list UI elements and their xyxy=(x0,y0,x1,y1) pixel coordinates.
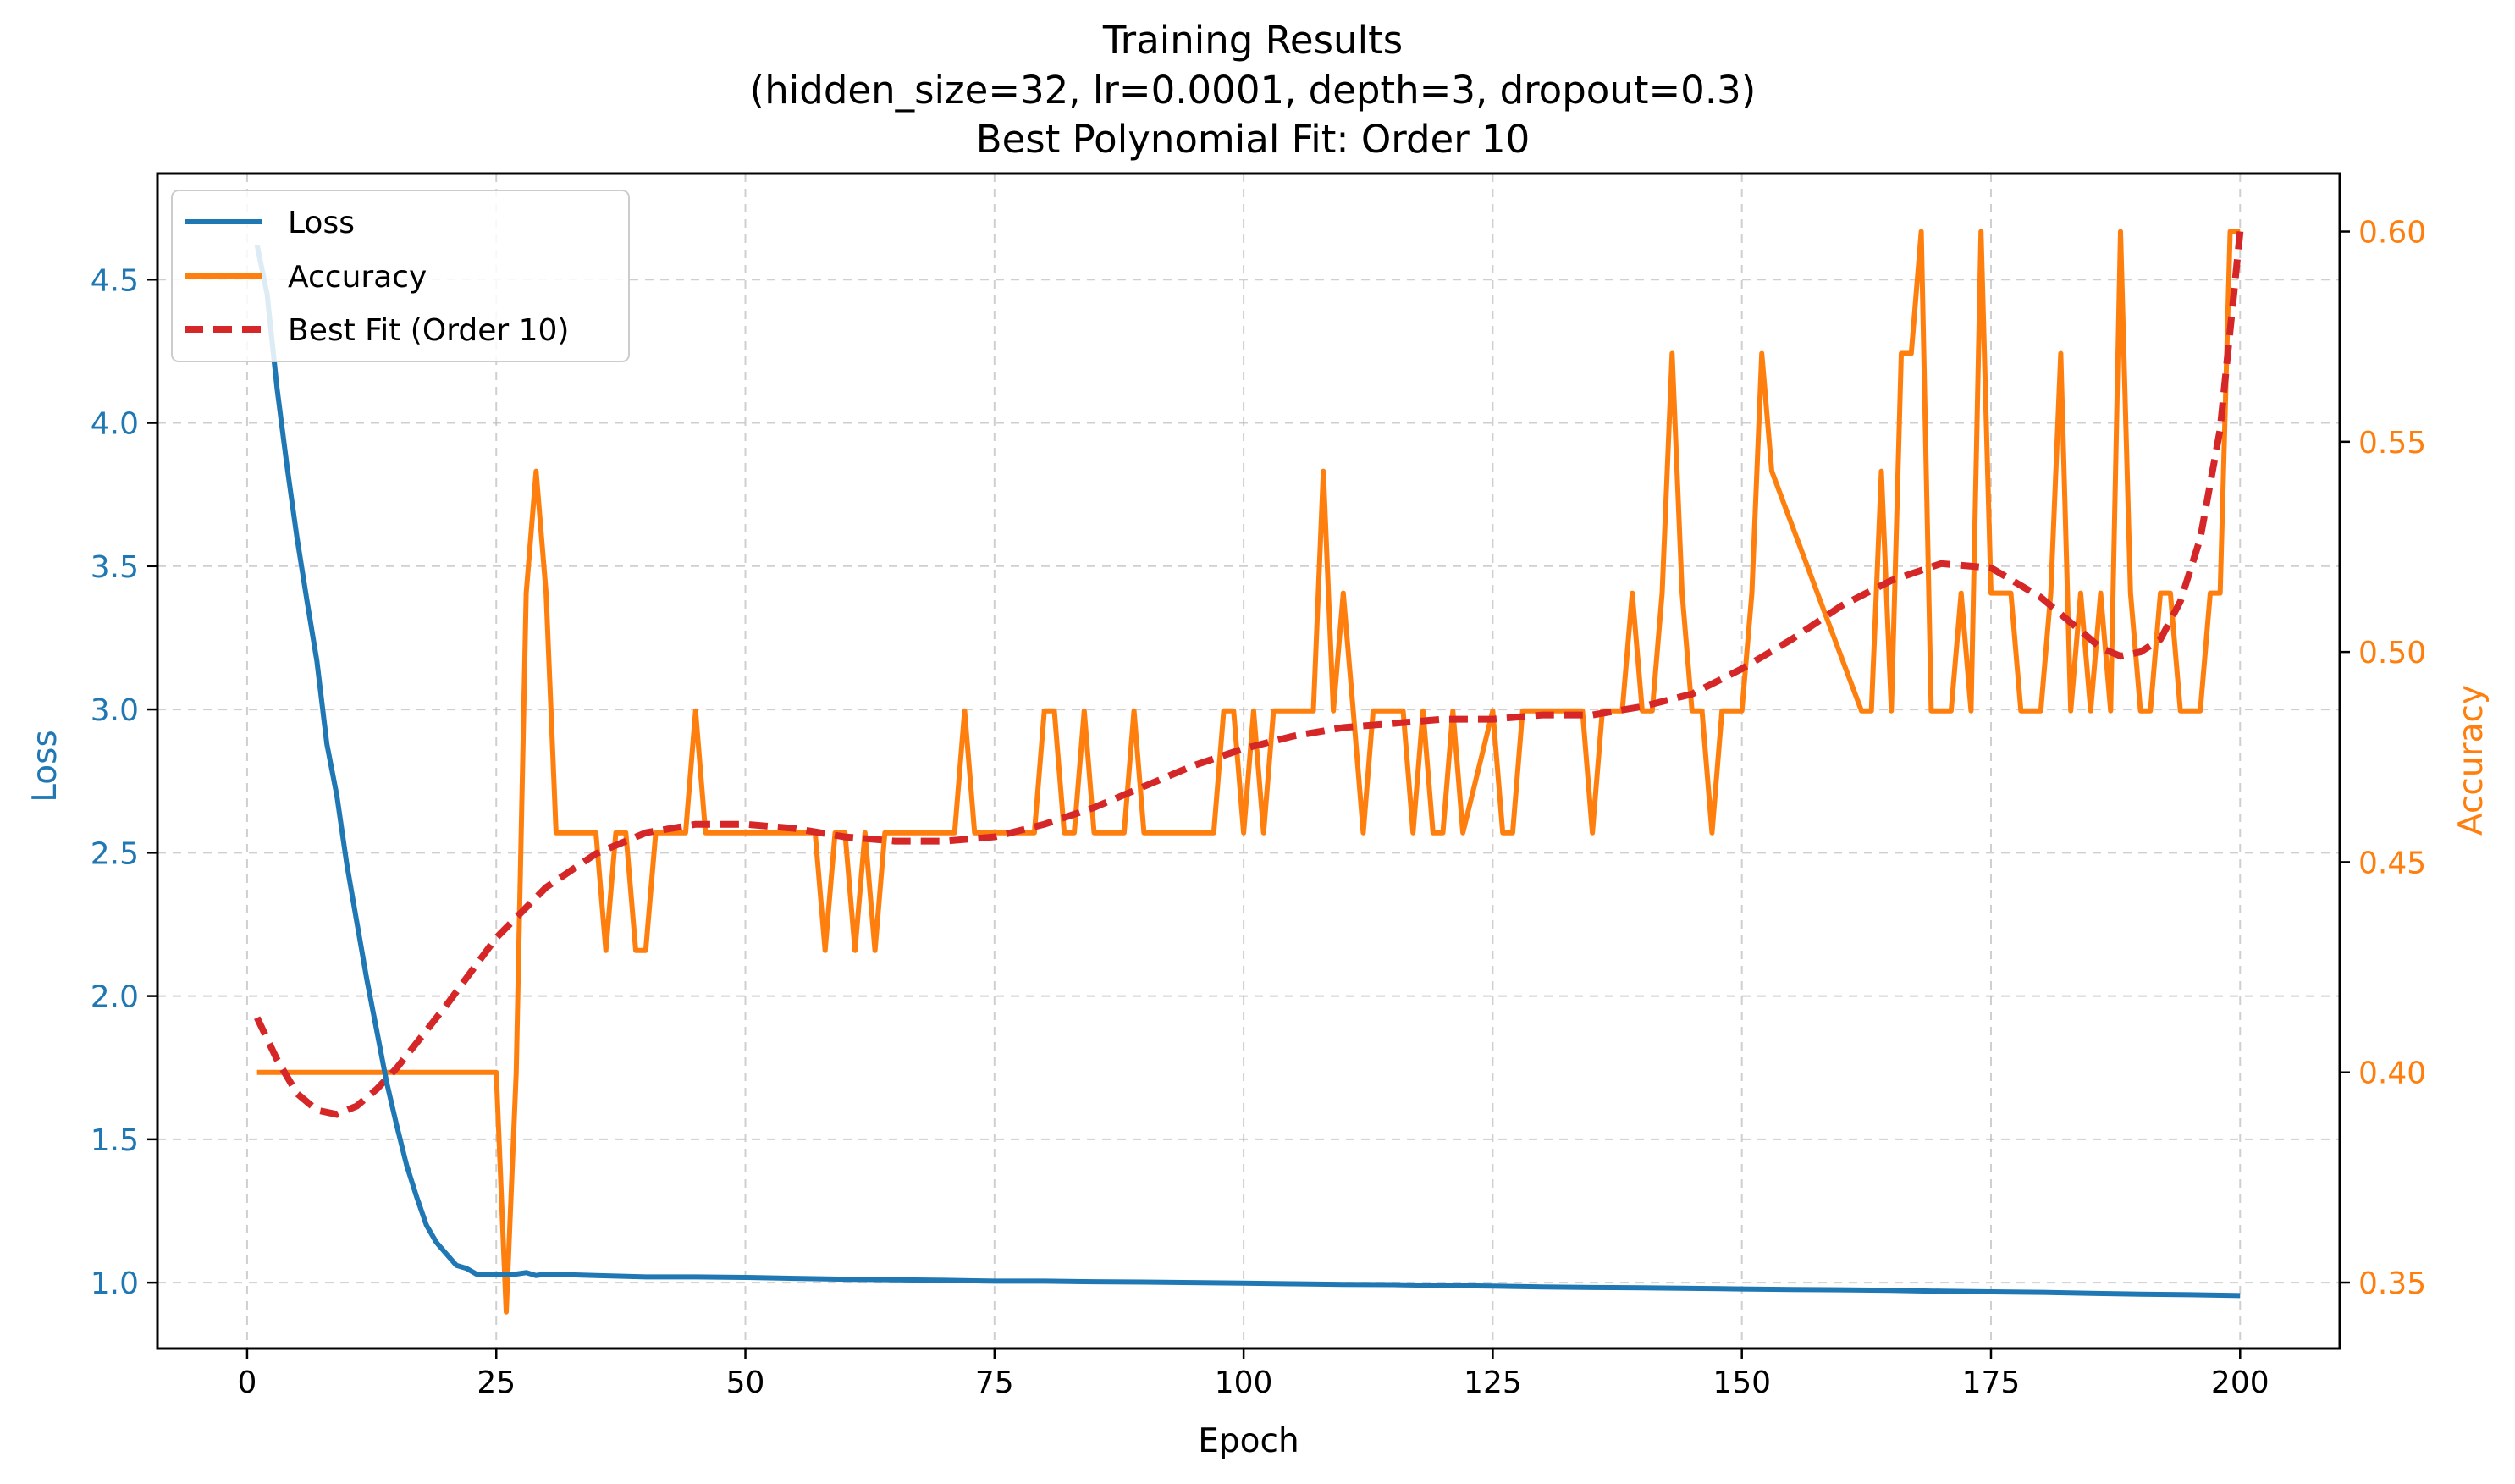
legend-label-accuracy: Accuracy xyxy=(288,260,427,295)
loss-series-line xyxy=(254,244,2241,1299)
x-tick-label: 100 xyxy=(1215,1365,1273,1400)
x-tick-label: 0 xyxy=(237,1365,256,1400)
left-y-tick-label: 3.5 xyxy=(91,550,139,585)
left-y-axis-label: Loss xyxy=(26,730,64,803)
right-y-axis-ticks: 0.35 0.40 0.45 0.50 0.55 0.60 xyxy=(2340,216,2426,1301)
right-y-axis-label: Accuracy xyxy=(2452,685,2490,836)
legend-label-loss: Loss xyxy=(288,206,355,240)
chart-title-line-2: (hidden_size=32, lr=0.0001, depth=3, dro… xyxy=(750,68,1757,113)
left-y-tick-label: 1.5 xyxy=(91,1123,139,1158)
x-tick-label: 175 xyxy=(1962,1365,2021,1400)
legend: Loss Accuracy Best Fit (Order 10) xyxy=(171,190,630,362)
left-y-tick-label: 2.5 xyxy=(91,836,139,871)
accuracy-series-line xyxy=(256,229,2241,1315)
plot-frame xyxy=(156,172,2341,1350)
left-y-axis-ticks: 1.0 1.5 2.0 2.5 3.0 3.5 4.0 4.5 xyxy=(91,263,157,1301)
best-fit-series-line xyxy=(254,231,2244,1118)
x-tick-label: 125 xyxy=(1464,1365,1522,1400)
x-axis-ticks: 0 25 50 75 100 125 150 175 200 xyxy=(237,1349,2270,1400)
x-tick-label: 25 xyxy=(477,1365,516,1400)
x-tick-label: 200 xyxy=(2211,1365,2270,1400)
chart-title-line-1: Training Results xyxy=(1102,18,1403,63)
legend-label-fit: Best Fit (Order 10) xyxy=(288,313,569,348)
left-y-tick-label: 4.0 xyxy=(91,407,139,442)
x-tick-label: 75 xyxy=(975,1365,1014,1400)
right-y-tick-label: 0.50 xyxy=(2358,636,2426,670)
left-y-tick-label: 2.0 xyxy=(91,980,139,1015)
x-tick-label: 150 xyxy=(1713,1365,1771,1400)
left-y-tick-label: 4.5 xyxy=(91,263,139,298)
left-y-tick-label: 1.0 xyxy=(91,1266,139,1301)
series-layer xyxy=(254,229,2244,1315)
right-y-tick-label: 0.45 xyxy=(2358,846,2426,880)
legend-box xyxy=(171,190,630,362)
x-tick-label: 50 xyxy=(726,1365,765,1400)
x-axis-label: Epoch xyxy=(1198,1422,1299,1460)
right-y-tick-label: 0.55 xyxy=(2358,426,2426,461)
right-y-tick-label: 0.35 xyxy=(2358,1266,2426,1301)
chart-title-line-3: Best Polynomial Fit: Order 10 xyxy=(976,117,1531,162)
right-y-tick-label: 0.60 xyxy=(2358,216,2426,251)
left-y-tick-label: 3.0 xyxy=(91,693,139,728)
right-y-tick-label: 0.40 xyxy=(2358,1056,2426,1091)
